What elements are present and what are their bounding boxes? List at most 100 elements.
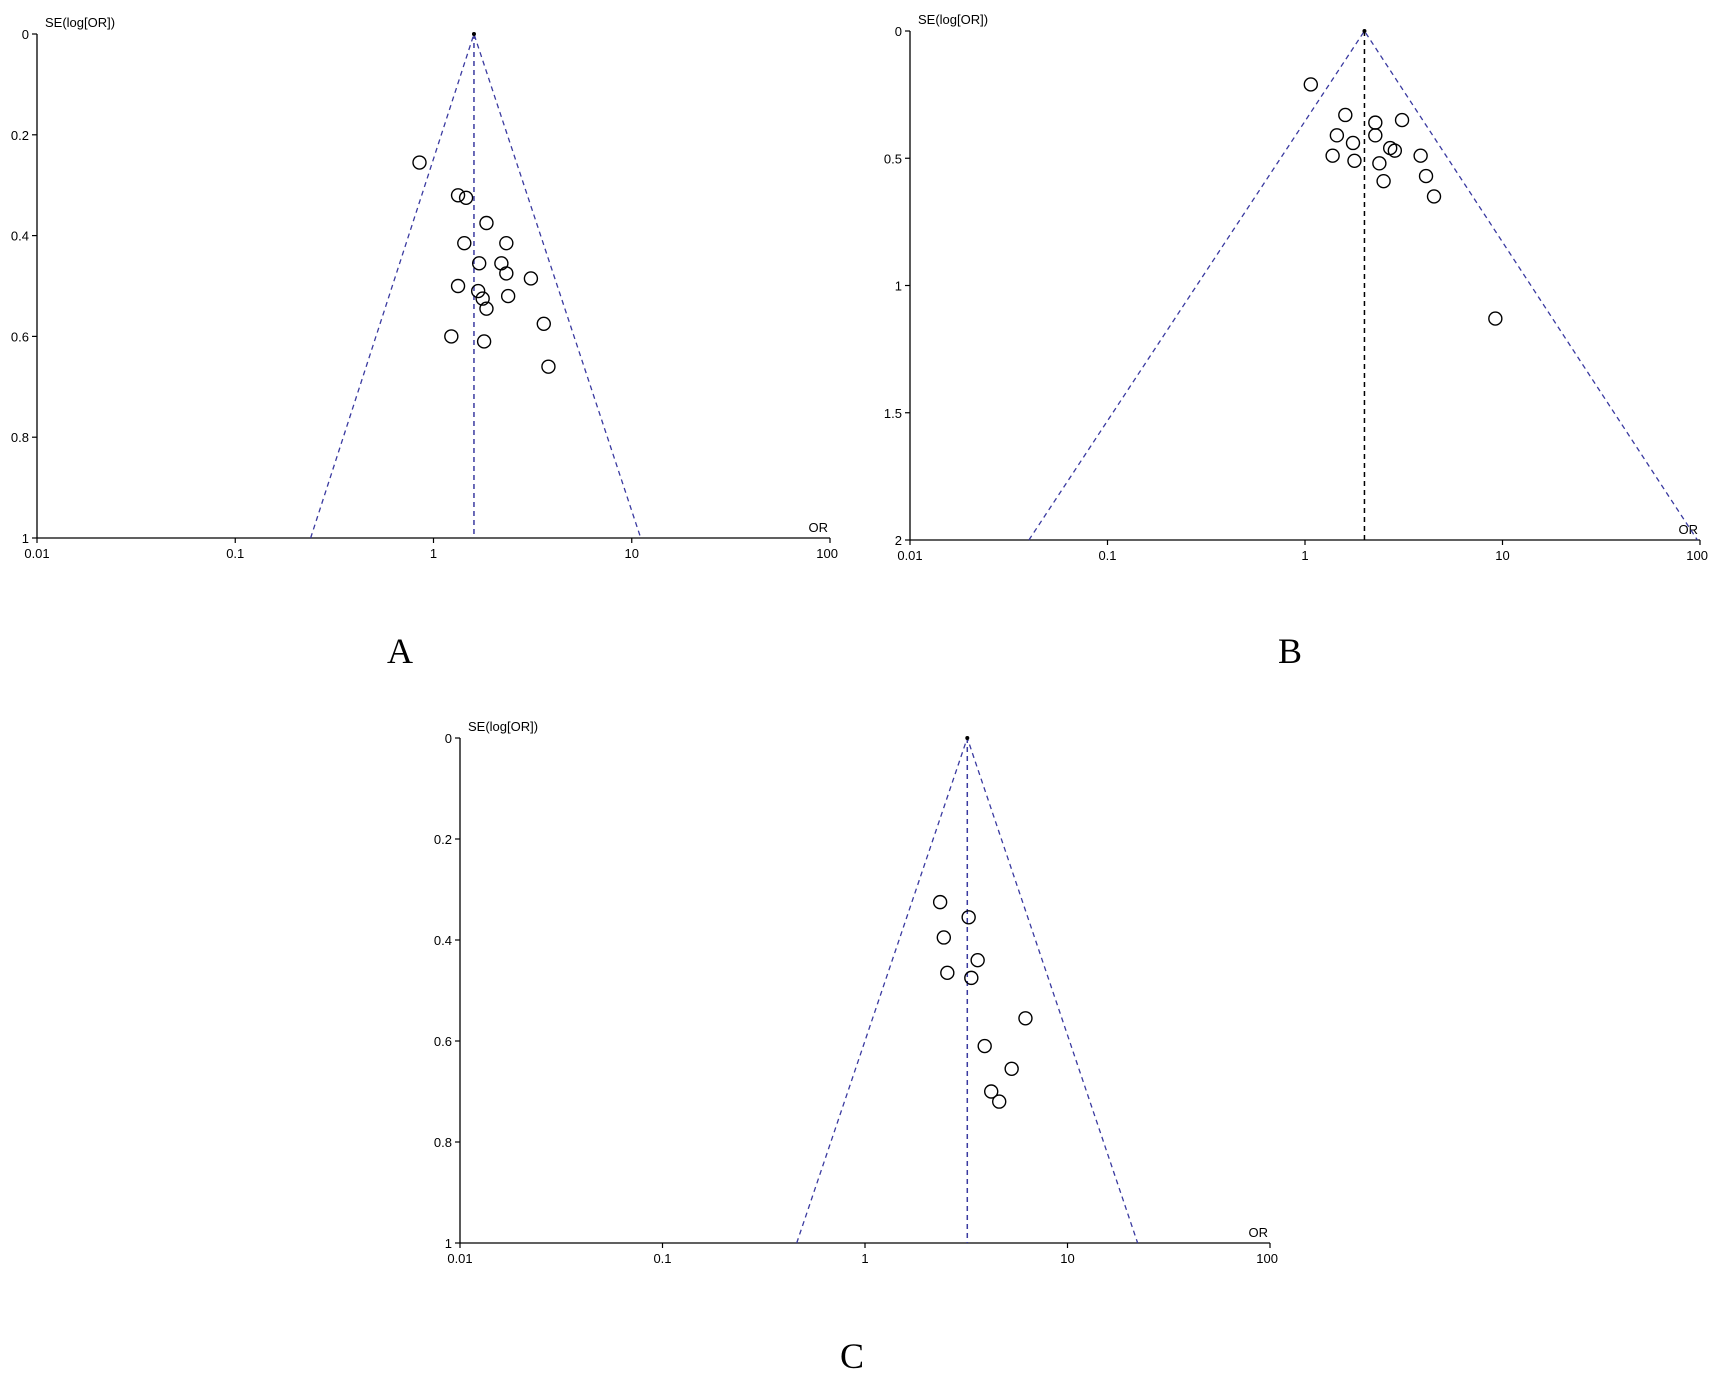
panel-label-a: A [387, 631, 413, 671]
y-tick-label: 0.6 [11, 329, 29, 344]
panel-label-c: C [840, 1336, 864, 1376]
study-point [932, 894, 948, 910]
x-tick-labels: 0.01 0.1 1 10 100 [447, 1251, 1278, 1266]
study-point [494, 256, 509, 271]
study-point [1329, 128, 1345, 143]
y-tick-label: 0.4 [434, 933, 452, 948]
study-point [1338, 107, 1353, 123]
study-point [479, 301, 494, 316]
study-point [964, 970, 979, 986]
study-point [1345, 135, 1361, 151]
x-axis-title: OR [809, 520, 829, 535]
x-tick-label: 0.1 [1098, 548, 1116, 563]
x-tick-label: 0.01 [447, 1251, 472, 1266]
study-points [412, 155, 556, 374]
study-point [970, 953, 985, 968]
y-tick-label: 0.2 [434, 832, 452, 847]
funnel-apex-marker [1362, 29, 1367, 33]
study-points [1303, 77, 1503, 326]
study-point [444, 329, 459, 344]
x-axis-title: OR [1249, 1225, 1269, 1240]
study-point [450, 188, 466, 203]
study-points [932, 894, 1033, 1109]
study-point [1325, 148, 1340, 163]
study-point [1426, 189, 1442, 204]
study-point [1418, 168, 1434, 184]
study-point [1376, 173, 1391, 189]
funnel-plot-b: 0 0.5 1 1.5 20.01 0.1 1 10 100 SE(log[OR]) OR B [884, 12, 1708, 671]
study-point [1394, 112, 1410, 128]
study-point [977, 1038, 992, 1054]
study-point [476, 334, 492, 349]
study-point [412, 155, 427, 170]
y-tick-label: 1 [895, 279, 902, 294]
study-point [984, 1084, 999, 1099]
study-point [523, 271, 539, 286]
study-point [940, 965, 955, 981]
x-tick-label: 0.1 [653, 1251, 671, 1266]
y-tick-label: 0.6 [434, 1034, 452, 1049]
study-point [458, 190, 474, 206]
study-point [1488, 311, 1503, 326]
y-axis-title: SE(log[OR]) [45, 15, 115, 30]
x-tick-labels: 0.01 0.1 1 10 100 [897, 548, 1708, 563]
study-point [457, 235, 472, 251]
x-tick-label: 0.01 [897, 548, 922, 563]
study-point [1368, 115, 1383, 130]
y-tick-label: 0.4 [11, 229, 29, 244]
funnel-ci-lines [310, 31, 642, 539]
study-point [1004, 1061, 1019, 1076]
x-tick-label: 1 [430, 546, 437, 561]
funnel-ci-lines [1028, 29, 1698, 541]
x-tick-label: 1 [861, 1251, 868, 1266]
study-point [450, 278, 466, 294]
x-tick-label: 100 [1256, 1251, 1278, 1266]
y-tick-label: 0 [895, 24, 902, 39]
study-point [1303, 77, 1319, 92]
study-point [470, 283, 486, 299]
study-point [500, 288, 516, 304]
study-point [1018, 1011, 1033, 1026]
x-tick-label: 10 [1060, 1251, 1074, 1266]
y-tick-label: 0.2 [11, 128, 29, 143]
x-tick-label: 0.01 [24, 546, 49, 561]
y-tick-labels: 0 0.2 0.4 0.6 0.8 1 [434, 731, 452, 1251]
study-point [475, 291, 490, 306]
x-tick-label: 0.1 [226, 546, 244, 561]
y-tick-label: 0 [445, 731, 452, 746]
study-point [471, 256, 487, 271]
funnel-plot-c: 00.20.40.60.810.01 0.1 1 10 100SE(log[OR])OR… [434, 719, 1278, 1376]
x-tick-label: 100 [1686, 548, 1708, 563]
study-point [536, 316, 551, 331]
funnel-apex-marker [965, 736, 970, 740]
y-tick-labels: 0 0.5 1 1.5 2 [884, 24, 902, 548]
x-tick-labels: 0.01 0.1 1 10 100 [24, 546, 838, 561]
study-point [499, 235, 514, 251]
study-point [992, 1094, 1007, 1109]
x-tick-label: 1 [1301, 548, 1308, 563]
study-point [961, 910, 976, 925]
y-tick-label: 0.5 [884, 151, 902, 166]
y-tick-label: 0 [22, 27, 29, 42]
x-tick-label: 10 [1495, 548, 1509, 563]
x-tick-label: 100 [816, 546, 838, 561]
study-point [1347, 153, 1362, 168]
y-tick-labels: 0 0.2 0.4 0.6 0.8 1 [11, 27, 29, 546]
study-point [1413, 148, 1428, 163]
y-tick-label: 1 [445, 1236, 452, 1251]
y-tick-label: 0.8 [11, 430, 29, 445]
study-point [1372, 156, 1387, 171]
study-point [1368, 128, 1383, 143]
y-tick-label: 1.5 [884, 406, 902, 421]
study-point [1387, 143, 1403, 158]
funnel-apex-marker [471, 32, 476, 36]
y-tick-label: 1 [22, 531, 29, 546]
panel-label-b: B [1278, 631, 1302, 671]
y-axis-title: SE(log[OR]) [468, 719, 538, 734]
study-point [541, 359, 556, 374]
study-point [479, 215, 494, 231]
x-axis-title: OR [1679, 522, 1699, 537]
y-tick-label: 2 [895, 533, 902, 548]
x-tick-label: 10 [625, 546, 639, 561]
study-point [499, 266, 514, 281]
